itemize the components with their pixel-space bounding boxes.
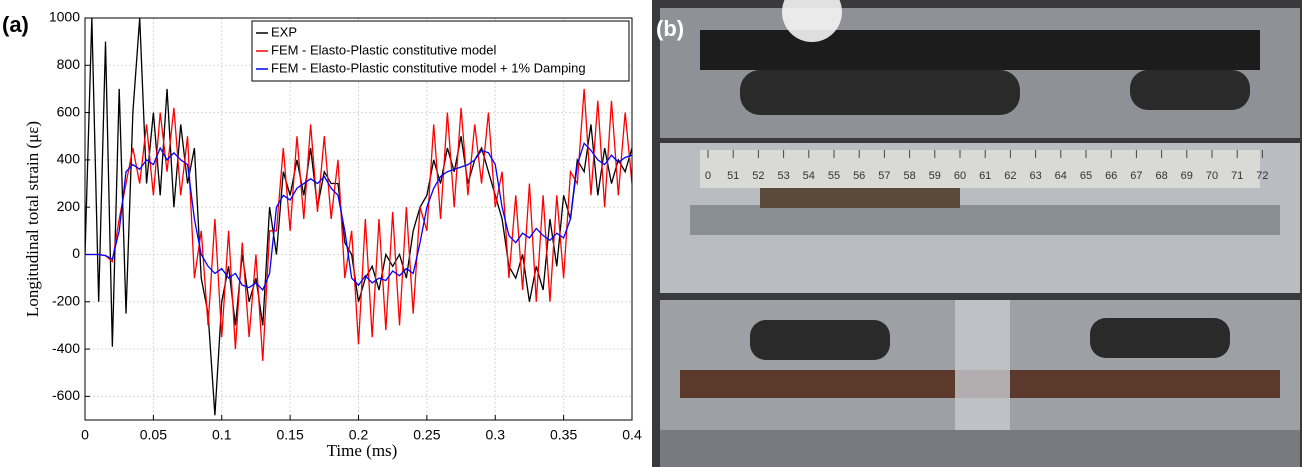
x-tick-label: 0: [81, 427, 89, 443]
y-tick-label: 600: [57, 103, 81, 119]
x-tick-label: 0.25: [413, 427, 440, 443]
y-tick-label: 200: [57, 198, 81, 214]
ruler-label: 56: [853, 170, 865, 182]
data-line: [85, 142, 632, 292]
legend-box: [251, 20, 630, 82]
ruler-label: 68: [1155, 170, 1167, 182]
y-tick-label: -400: [52, 340, 80, 356]
ruler-label: 58: [903, 170, 915, 182]
ruler-label: 52: [752, 170, 764, 182]
ruler-label: 67: [1130, 170, 1142, 182]
legend-label: FEM - Elasto-Plastic constitutive model: [271, 42, 497, 57]
ruler-label: 60: [954, 170, 966, 182]
data-line: [85, 88, 632, 361]
y-tick-label: -200: [52, 292, 80, 308]
y-tick-label: 1000: [49, 9, 80, 25]
ruler-label: 64: [1055, 170, 1067, 182]
y-tick-label: 400: [57, 151, 81, 167]
y-tick-label: 800: [57, 56, 81, 72]
ruler-label: 61: [979, 170, 991, 182]
ruler-label: 69: [1181, 170, 1193, 182]
ruler-label: 55: [828, 170, 840, 182]
ruler-label: 62: [1004, 170, 1016, 182]
ruler-label: 71: [1231, 170, 1243, 182]
ruler-label: 0: [705, 170, 711, 182]
ruler: 0 51 52 53 54 55 56 57 58 59 60 61 62 63 64 65 66 67 68 69 7…: [705, 150, 1269, 182]
y-tick-label: 0: [72, 245, 80, 261]
ruler-label: 53: [777, 170, 789, 182]
ruler-label: 51: [727, 170, 739, 182]
data-line: [85, 18, 632, 416]
x-tick-label: 0.35: [550, 427, 577, 443]
x-tick-label: 0.1: [212, 427, 232, 443]
legend-label: FEM - Elasto-Plastic constitutive model …: [271, 60, 586, 75]
legend-label: EXP: [271, 24, 297, 39]
x-axis-label: Time (ms): [327, 441, 398, 460]
ruler-label: 54: [803, 170, 815, 182]
ruler-label: 70: [1206, 170, 1218, 182]
plot-frame: [84, 17, 633, 421]
x-tick-label: 0.3: [486, 427, 506, 443]
y-tick-label: -600: [52, 387, 80, 403]
x-tick-label: 0.15: [277, 427, 304, 443]
x-tick-label: 0.05: [140, 427, 167, 443]
ruler-label: 65: [1080, 170, 1092, 182]
ruler-label: 63: [1029, 170, 1041, 182]
x-tick-label: 0.2: [349, 427, 369, 443]
x-tick-label: 0.4: [622, 427, 642, 443]
ruler-label: 59: [929, 170, 941, 182]
ruler-label: 57: [878, 170, 890, 182]
panel-label: (b): [656, 16, 684, 41]
ruler-label: 66: [1105, 170, 1117, 182]
photo: [652, 0, 1302, 467]
panel-label: (a): [2, 12, 29, 37]
ruler-label: 72: [1256, 170, 1268, 182]
y-axis-label: Longitudinal total strain (με): [23, 121, 42, 317]
